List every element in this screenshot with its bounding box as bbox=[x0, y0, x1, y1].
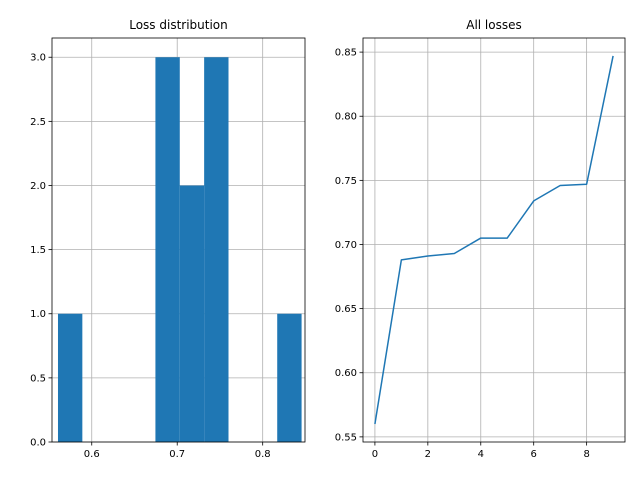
histogram-axes-frame bbox=[51, 37, 306, 443]
histogram-panel: 0.6 0.7 0.8 0.0 0.5 1.0 1.5 2.0 2.5 3.0 Loss dist… bbox=[30, 18, 306, 460]
histogram-title: Loss distribution bbox=[129, 18, 228, 32]
y-tick-label: 0.85 bbox=[335, 48, 357, 59]
histogram-bar bbox=[155, 57, 180, 442]
x-tick-label: 0.8 bbox=[255, 449, 271, 460]
histogram-bar bbox=[57, 313, 83, 442]
x-tick-label: 0.7 bbox=[169, 449, 185, 460]
x-tick-label: 0.6 bbox=[84, 449, 100, 460]
x-tick-label: 2 bbox=[425, 449, 431, 460]
histogram-bar bbox=[204, 57, 229, 442]
x-tick-label: 8 bbox=[583, 449, 589, 460]
histogram-bar bbox=[179, 185, 205, 442]
histogram-bars bbox=[57, 57, 302, 442]
x-tick-label: 4 bbox=[478, 449, 484, 460]
y-tick-label: 1.0 bbox=[30, 309, 46, 320]
line-axes-frame bbox=[362, 37, 626, 443]
y-tick-label: 1.5 bbox=[30, 245, 46, 256]
y-tick-label: 2.0 bbox=[30, 181, 46, 192]
line-panel: 0 2 4 6 8 0.55 0.60 0.65 0.70 0.75 0.80 0.85 All lo… bbox=[335, 18, 626, 460]
y-tick-label: 0.60 bbox=[335, 368, 357, 379]
loss-line bbox=[374, 55, 614, 425]
line-ticks: 0 2 4 6 8 0.55 0.60 0.65 0.70 0.75 0.80 0.85 bbox=[335, 48, 590, 460]
y-tick-label: 0.65 bbox=[335, 304, 357, 315]
line-grid bbox=[363, 38, 625, 442]
x-tick-label: 0 bbox=[372, 449, 378, 460]
y-tick-label: 3.0 bbox=[30, 53, 46, 64]
x-tick-label: 6 bbox=[531, 449, 537, 460]
y-tick-label: 2.5 bbox=[30, 117, 46, 128]
line-series bbox=[374, 55, 614, 425]
y-tick-label: 0.5 bbox=[30, 373, 46, 384]
histogram-bar bbox=[277, 313, 302, 442]
y-tick-label: 0.55 bbox=[335, 432, 357, 443]
line-title: All losses bbox=[466, 18, 522, 32]
histogram-ticks: 0.6 0.7 0.8 0.0 0.5 1.0 1.5 2.0 2.5 3.0 bbox=[30, 53, 271, 460]
y-tick-label: 0.75 bbox=[335, 176, 357, 187]
y-tick-label: 0.70 bbox=[335, 240, 357, 251]
y-tick-label: 0.80 bbox=[335, 112, 357, 123]
y-tick-label: 0.0 bbox=[30, 438, 46, 449]
